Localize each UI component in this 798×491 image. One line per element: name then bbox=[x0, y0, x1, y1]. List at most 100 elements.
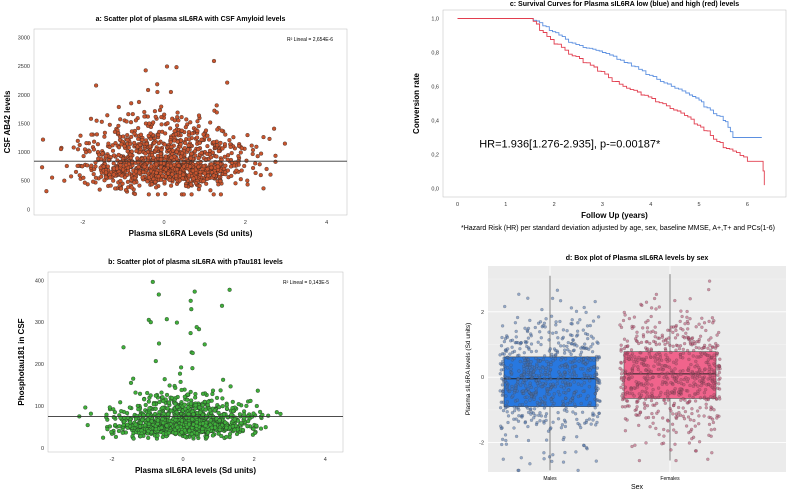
jitter-point bbox=[548, 374, 552, 378]
data-point bbox=[190, 131, 195, 136]
jitter-point bbox=[560, 363, 564, 368]
data-point bbox=[211, 140, 216, 145]
jitter-point bbox=[524, 400, 528, 404]
jitter-point bbox=[538, 369, 543, 373]
data-point bbox=[179, 115, 184, 120]
jitter-point bbox=[596, 341, 600, 345]
data-point bbox=[160, 395, 165, 400]
data-point bbox=[146, 429, 151, 434]
data-point bbox=[177, 371, 183, 376]
jitter-point bbox=[644, 300, 649, 304]
jitter-point bbox=[544, 438, 549, 442]
data-point bbox=[93, 175, 98, 180]
jitter-point bbox=[578, 318, 582, 322]
jitter-point bbox=[639, 383, 643, 387]
data-point bbox=[148, 320, 153, 325]
data-point bbox=[254, 144, 259, 149]
jitter-point bbox=[618, 366, 622, 371]
jitter-point bbox=[718, 397, 722, 401]
data-point bbox=[136, 160, 141, 165]
jitter-point bbox=[525, 406, 530, 410]
jitter-point bbox=[570, 375, 575, 379]
jitter-point bbox=[551, 395, 555, 399]
data-point bbox=[194, 431, 199, 436]
data-point bbox=[143, 68, 148, 73]
jitter-point bbox=[712, 373, 716, 378]
data-point bbox=[143, 402, 148, 408]
jitter-point bbox=[697, 322, 701, 326]
x-tick-label: 2 bbox=[244, 220, 247, 226]
jitter-point bbox=[650, 411, 654, 416]
jitter-point bbox=[526, 357, 530, 362]
jitter-point bbox=[595, 403, 599, 407]
jitter-point bbox=[536, 378, 541, 382]
jitter-point bbox=[677, 410, 681, 415]
data-point bbox=[215, 127, 220, 132]
jitter-point bbox=[706, 358, 711, 362]
data-point bbox=[40, 137, 46, 142]
data-point bbox=[242, 163, 247, 169]
jitter-point bbox=[685, 379, 690, 384]
data-point bbox=[183, 406, 188, 411]
jitter-point bbox=[541, 381, 545, 386]
jitter-point bbox=[690, 411, 694, 416]
jitter-point bbox=[679, 381, 684, 386]
data-point bbox=[179, 418, 184, 423]
jitter-point bbox=[669, 350, 673, 355]
data-point bbox=[145, 412, 151, 418]
data-point bbox=[205, 151, 210, 156]
jitter-point bbox=[634, 380, 638, 384]
jitter-point bbox=[506, 347, 510, 351]
jitter-point bbox=[646, 364, 650, 368]
jitter-point bbox=[656, 362, 660, 366]
jitter-point bbox=[657, 320, 662, 325]
jitter-point bbox=[683, 322, 687, 326]
jitter-point bbox=[697, 414, 701, 418]
jitter-point bbox=[679, 372, 683, 376]
jitter-point bbox=[519, 383, 523, 387]
jitter-point bbox=[674, 358, 679, 362]
jitter-point bbox=[688, 383, 692, 388]
jitter-point bbox=[634, 413, 638, 417]
jitter-point bbox=[691, 395, 695, 400]
jitter-point bbox=[588, 368, 592, 372]
plot-frame bbox=[33, 28, 348, 216]
data-point bbox=[80, 164, 85, 169]
jitter-point bbox=[561, 399, 565, 404]
jitter-point bbox=[698, 374, 702, 379]
jitter-point bbox=[626, 350, 630, 355]
jitter-point bbox=[663, 372, 668, 376]
data-point bbox=[182, 428, 187, 433]
jitter-point bbox=[534, 422, 539, 427]
jitter-point bbox=[716, 343, 720, 348]
data-point bbox=[249, 143, 254, 148]
jitter-point bbox=[565, 344, 569, 349]
data-point bbox=[150, 279, 155, 284]
jitter-point bbox=[623, 371, 627, 375]
data-point bbox=[89, 132, 94, 137]
jitter-point bbox=[687, 400, 691, 404]
data-point bbox=[101, 435, 106, 440]
jitter-point bbox=[644, 340, 648, 344]
data-point bbox=[158, 165, 163, 170]
data-point bbox=[116, 123, 121, 128]
jitter-point bbox=[693, 424, 697, 428]
x-tick-label: 4 bbox=[649, 202, 652, 208]
data-point bbox=[178, 142, 183, 147]
jitter-point bbox=[547, 349, 552, 353]
jitter-point bbox=[703, 352, 708, 356]
data-point bbox=[214, 103, 219, 108]
jitter-point bbox=[657, 305, 661, 309]
jitter-point bbox=[644, 320, 648, 324]
data-point bbox=[204, 435, 209, 440]
data-point bbox=[192, 289, 197, 294]
jitter-point bbox=[683, 409, 688, 414]
data-point bbox=[138, 132, 144, 137]
data-point bbox=[137, 149, 143, 155]
data-point bbox=[266, 413, 271, 418]
chart-b: b: Scatter plot of plasma sIL6RA with pT… bbox=[17, 259, 344, 475]
data-point bbox=[154, 147, 159, 152]
jitter-point bbox=[669, 371, 673, 375]
jitter-point bbox=[584, 420, 588, 425]
jitter-point bbox=[665, 359, 670, 363]
